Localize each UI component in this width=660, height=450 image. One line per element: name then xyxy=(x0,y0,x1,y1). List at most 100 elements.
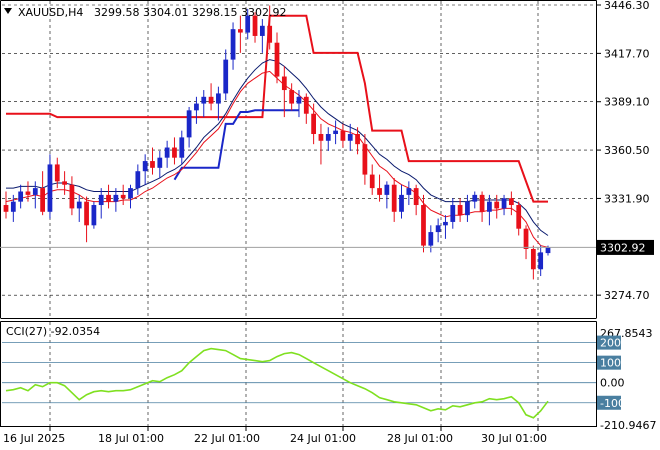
candle-body xyxy=(530,248,536,270)
candle-body xyxy=(406,188,412,195)
candle-27 xyxy=(201,90,207,118)
candle-33 xyxy=(245,8,251,40)
candle-body xyxy=(120,194,126,199)
candle-70 xyxy=(516,201,522,236)
candle-18 xyxy=(135,164,141,195)
time-label-0: 16 Jul 2025 xyxy=(3,432,65,445)
candle-23 xyxy=(172,137,177,165)
candle-5 xyxy=(40,171,46,216)
candle-48 xyxy=(355,127,360,155)
candle-17 xyxy=(128,184,133,209)
candle-body xyxy=(523,228,529,249)
price-tick-label-4: 3331.90 xyxy=(604,192,650,205)
candle-4 xyxy=(32,181,38,209)
candle-41 xyxy=(303,93,309,124)
candle-body xyxy=(128,188,133,199)
candle-36 xyxy=(267,5,273,50)
candle-69 xyxy=(508,191,514,216)
candle-24 xyxy=(179,130,185,165)
candle-14 xyxy=(106,184,111,209)
resistance-line-series xyxy=(6,14,548,203)
cci-tick-label-1: 200 xyxy=(600,337,621,350)
candle-55 xyxy=(406,181,412,206)
candle-22 xyxy=(164,140,170,168)
candle-body xyxy=(399,194,404,212)
candle-66 xyxy=(487,194,492,226)
ohlc-values: 3299.58 3304.01 3298.15 3302.92 xyxy=(94,6,286,19)
cci-level-badge-4 xyxy=(597,395,621,410)
candle-body xyxy=(150,161,155,168)
candle-body xyxy=(47,164,53,212)
candle-56 xyxy=(413,184,419,216)
candle-11 xyxy=(84,196,89,243)
candle-57 xyxy=(421,194,426,253)
candle-body xyxy=(421,205,426,246)
candle-body xyxy=(413,188,419,206)
candle-body xyxy=(465,201,470,216)
candle-2 xyxy=(18,184,24,209)
candle-body xyxy=(216,93,221,104)
candle-body xyxy=(281,76,287,91)
candle-body xyxy=(355,134,360,145)
candle-65 xyxy=(479,191,485,222)
candle-body xyxy=(230,29,236,60)
candle-3 xyxy=(25,181,31,202)
candle-body xyxy=(54,164,60,182)
candle-46 xyxy=(340,123,346,148)
cci-title: CCI(27) -92.0354 xyxy=(6,325,100,338)
candle-59 xyxy=(435,218,441,243)
candle-45 xyxy=(333,120,338,145)
candle-73 xyxy=(538,245,544,277)
cci-level-lines xyxy=(2,342,596,404)
candle-body xyxy=(245,15,251,33)
candle-body xyxy=(98,194,104,206)
candle-54 xyxy=(399,184,404,219)
time-label-5: 30 Jul 01:00 xyxy=(481,432,547,445)
candle-8 xyxy=(62,171,67,195)
candle-body xyxy=(333,130,338,135)
candle-body xyxy=(69,184,75,209)
candle-body xyxy=(303,96,309,114)
price-tick-label-3: 3360.50 xyxy=(604,144,650,157)
cci-line-segment xyxy=(5,347,549,419)
price-axis: 3446.30 3417.70 3389.10 3360.50 3331.90 3274.… xyxy=(596,0,650,302)
candle-body xyxy=(259,25,265,36)
cci-series xyxy=(5,347,549,419)
price-tick-label-1: 3417.70 xyxy=(604,47,650,60)
candle-58 xyxy=(428,225,434,253)
cci-tick-label-2: 100 xyxy=(600,357,621,370)
candle-body xyxy=(208,96,214,104)
candle-30 xyxy=(223,49,229,101)
cci-tick-label-5: -210.9467 xyxy=(600,419,656,432)
candle-body xyxy=(472,194,478,202)
candle-40 xyxy=(296,90,302,118)
candle-64 xyxy=(472,191,478,209)
candle-body xyxy=(428,232,434,246)
candle-47 xyxy=(347,123,353,151)
candle-body xyxy=(172,147,177,158)
candle-body xyxy=(186,110,192,138)
last-price-marker: 3302.92 xyxy=(0,239,654,255)
collapse-triangle-icon[interactable] xyxy=(4,8,12,14)
support-line xyxy=(173,109,299,181)
candle-25 xyxy=(186,106,192,148)
candle-39 xyxy=(289,83,295,111)
candle-body xyxy=(10,201,16,212)
candle-body xyxy=(494,201,500,209)
candle-body xyxy=(76,201,82,209)
candle-67 xyxy=(494,194,500,219)
candle-53 xyxy=(391,177,397,222)
candle-43 xyxy=(318,123,324,165)
candle-body xyxy=(435,225,441,233)
candle-body xyxy=(201,96,207,104)
candle-body xyxy=(40,188,46,212)
time-label-4: 28 Jul 01:00 xyxy=(387,432,453,445)
last-price-label: 3302.92 xyxy=(600,241,646,254)
candle-body xyxy=(32,188,38,195)
candle-body xyxy=(516,205,522,229)
candle-35 xyxy=(259,19,265,53)
candle-body xyxy=(164,147,170,158)
candle-61 xyxy=(450,198,456,229)
